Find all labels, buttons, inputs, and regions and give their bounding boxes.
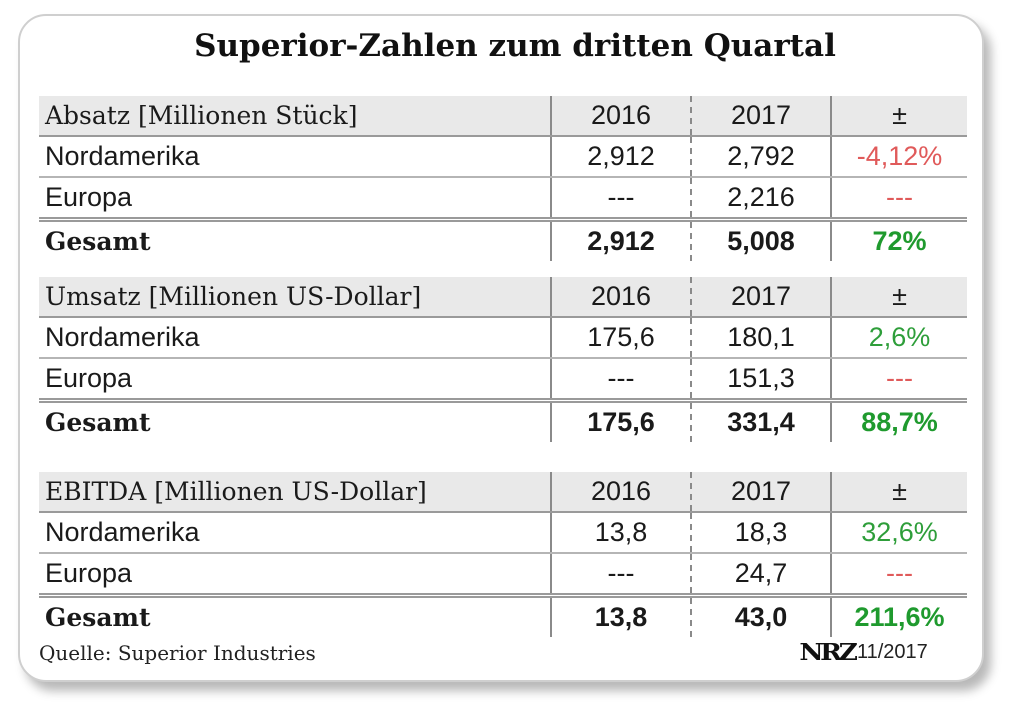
table-section-2: Umsatz [Millionen US-Dollar] 2016 2017 ± Nor… [39,277,967,442]
row-label: Nordamerika [39,136,551,178]
table-row: Europa --- 151,3 --- [39,358,967,403]
row-label: Gesamt [45,227,151,256]
row-label: Europa [39,553,551,598]
section-header: Umsatz [Millionen US-Dollar] [39,277,551,318]
cell-2016: --- [550,177,691,222]
cell-2017: 5,008 [690,219,831,261]
cell-2017: 180,1 [690,317,831,359]
table-row: Europa --- 2,216 --- [39,177,967,222]
table-section-3: EBITDA [Millionen US-Dollar] 2016 2017 ± Nor… [39,472,967,637]
column-header-change: ± [830,472,967,513]
row-label: Nordamerika [39,317,551,359]
cell-change: 72% [830,219,967,261]
cell-2016: --- [550,553,691,598]
cell-change: 32,6% [830,512,967,554]
cell-2017: 43,0 [690,595,831,637]
total-row: Gesamt 2,912 5,008 72% [39,219,967,261]
page-title: Superior-Zahlen zum dritten Quartal [194,28,836,64]
cell-change: --- [830,358,967,403]
table-row: Europa --- 24,7 --- [39,553,967,598]
nrz-logo: NRZ [799,639,858,666]
cell-change: --- [830,553,967,598]
cell-change: 2,6% [830,317,967,359]
cell-change: 211,6% [830,595,967,637]
table-header-row: Umsatz [Millionen US-Dollar] 2016 2017 ± [39,277,967,318]
cell-2016: 13,8 [550,595,691,637]
cell-2017: 2,216 [690,177,831,222]
table-section-1: Absatz [Millionen Stück] 2016 2017 ± Nordame… [39,96,967,261]
column-header-2016: 2016 [550,96,691,137]
column-header-change: ± [830,96,967,137]
table-header-row: EBITDA [Millionen US-Dollar] 2016 2017 ± [39,472,967,513]
cell-change: 88,7% [830,400,967,442]
total-row: Gesamt 13,8 43,0 211,6% [39,595,967,637]
column-header-2017: 2017 [690,96,831,137]
table-row: Nordamerika 2,912 2,792 -4,12% [39,136,967,178]
cell-2017: 331,4 [690,400,831,442]
cell-2016: 13,8 [550,512,691,554]
cell-change: -4,12% [830,136,967,178]
cell-2016: 175,6 [550,400,691,442]
cell-2017: 18,3 [690,512,831,554]
column-header-change: ± [830,277,967,318]
column-header-2016: 2016 [550,472,691,513]
cell-2016: 2,912 [550,219,691,261]
cell-change: --- [830,177,967,222]
footer-credit: NRZ 11/2017 [799,639,928,666]
cell-2016: 2,912 [550,136,691,178]
cell-2016: --- [550,358,691,403]
section-header: Absatz [Millionen Stück] [39,96,551,137]
publication-date: 11/2017 [856,641,928,663]
cell-2017: 24,7 [690,553,831,598]
section-header: EBITDA [Millionen US-Dollar] [39,472,551,513]
column-header-2017: 2017 [690,277,831,318]
cell-2017: 151,3 [690,358,831,403]
table-row: Nordamerika 13,8 18,3 32,6% [39,512,967,554]
column-header-2017: 2017 [690,472,831,513]
cell-2017: 2,792 [690,136,831,178]
row-label: Gesamt [45,408,151,437]
source-note: Quelle: Superior Industries [39,641,316,665]
cell-2016: 175,6 [550,317,691,359]
row-label: Europa [39,358,551,403]
table-row: Nordamerika 175,6 180,1 2,6% [39,317,967,359]
row-label: Nordamerika [39,512,551,554]
row-label: Gesamt [45,603,151,632]
row-label: Europa [39,177,551,222]
table-header-row: Absatz [Millionen Stück] 2016 2017 ± [39,96,967,137]
column-header-2016: 2016 [550,277,691,318]
total-row: Gesamt 175,6 331,4 88,7% [39,400,967,442]
